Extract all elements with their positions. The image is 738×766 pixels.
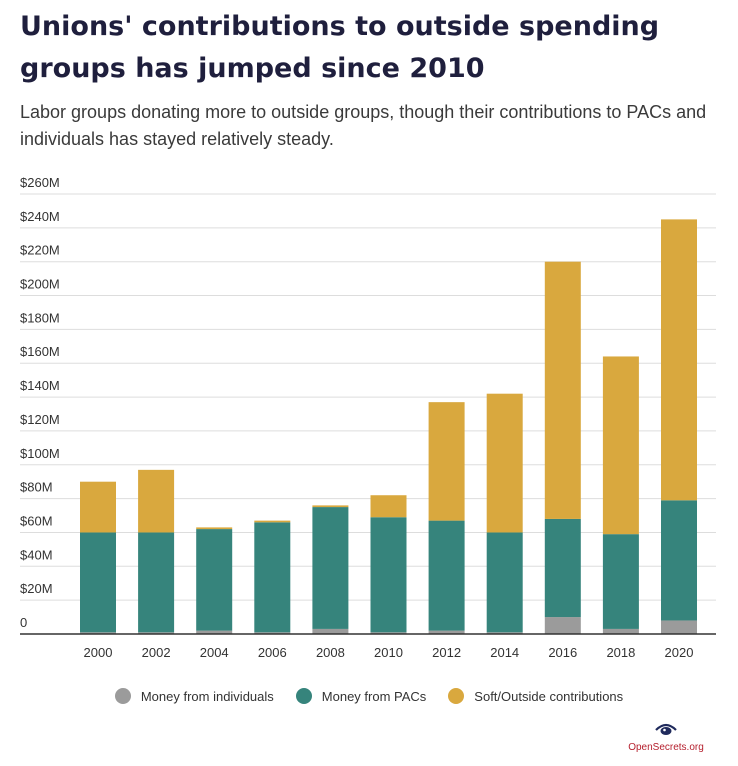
chart-legend: Money from individuals Money from PACs S… (0, 688, 738, 704)
bar-segment (196, 630, 233, 634)
bar-segment (486, 393, 523, 533)
legend-label-individuals: Money from individuals (140, 688, 274, 704)
bar-segment (661, 219, 697, 501)
chart-subtitle: Labor groups donating more to outside gr… (20, 102, 707, 149)
bar-segment (428, 630, 465, 634)
x-tick-label: 2002 (142, 645, 171, 660)
bar-segment (312, 628, 349, 634)
x-tick-label: 2016 (548, 645, 577, 660)
bar-segment (544, 518, 581, 618)
x-tick-label: 2000 (84, 645, 113, 660)
x-tick-label: 2010 (374, 645, 403, 660)
bar-segment (312, 507, 349, 629)
bar-segment (196, 529, 233, 631)
bar-segment (80, 481, 116, 533)
x-tick-label: 2020 (665, 645, 694, 660)
y-tick-label: $220M (20, 243, 60, 258)
bar-segment (486, 532, 523, 633)
bar-segment (370, 517, 407, 633)
y-tick-label: $80M (20, 480, 53, 495)
y-tick-label: $140M (20, 378, 60, 393)
chart-title: Unions' contributions to outside spendin… (20, 11, 660, 84)
legend-item-individuals: Money from individuals (114, 688, 274, 704)
bar-segment (544, 261, 581, 519)
bar-segment (138, 469, 175, 533)
x-tick-label: 2008 (316, 645, 345, 660)
x-tick-label: 2012 (432, 645, 461, 660)
bar-segment (254, 520, 291, 523)
bar-segment (196, 527, 233, 530)
y-tick-label: $100M (20, 446, 60, 461)
legend-label-outside: Soft/Outside contributions (474, 688, 624, 704)
y-tick-label: $40M (20, 547, 53, 562)
bar-segment (486, 632, 523, 634)
y-tick-label: $20M (20, 581, 53, 596)
y-tick-label: $120M (20, 412, 60, 427)
legend-swatch-outside (448, 688, 465, 704)
source-label: OpenSecrets.org (628, 742, 704, 753)
bar-segment (428, 520, 465, 631)
bar-segment (602, 534, 639, 629)
opensecrets-logo[interactable]: OpenSecrets.org (626, 722, 706, 753)
bar-segment (254, 522, 291, 633)
bar-segment (428, 402, 465, 521)
y-tick-label: $200M (20, 277, 60, 292)
bar-segment (254, 632, 291, 634)
y-tick-label: $180M (20, 310, 60, 325)
y-tick-label: $160M (20, 344, 60, 359)
x-tick-label: 2006 (258, 645, 287, 660)
bar-segment (544, 617, 581, 634)
y-tick-label: $60M (20, 513, 53, 528)
bar-segment (138, 632, 175, 634)
bar-segment (80, 632, 116, 634)
bar-segment (661, 620, 697, 634)
bar-segment (80, 532, 116, 633)
y-tick-label: 0 (20, 615, 27, 630)
x-tick-label: 2014 (490, 645, 519, 660)
y-tick-label: $240M (20, 209, 60, 224)
legend-swatch-pacs (295, 688, 312, 704)
y-tick-label: $260M (20, 175, 60, 190)
bar-segment (370, 495, 407, 518)
legend-swatch-individuals (114, 688, 131, 704)
legend-item-pacs: Money from PACs (295, 688, 427, 704)
x-tick-label: 2004 (200, 645, 229, 660)
stacked-bar-chart: 0 $20M $40M $60M $80M $100M $120M $140M $160M $18… (20, 175, 716, 660)
bar-segment (602, 628, 639, 634)
x-tick-label: 2018 (606, 645, 635, 660)
legend-item-outside: Soft/Outside contributions (448, 688, 623, 704)
bar-segment (138, 532, 175, 633)
bar-segment (602, 356, 639, 535)
eye-icon (655, 723, 677, 735)
bar-segment (661, 500, 697, 621)
bar-segment (370, 632, 407, 634)
legend-label-pacs: Money from PACs (321, 688, 427, 704)
bar-segment (312, 505, 349, 508)
